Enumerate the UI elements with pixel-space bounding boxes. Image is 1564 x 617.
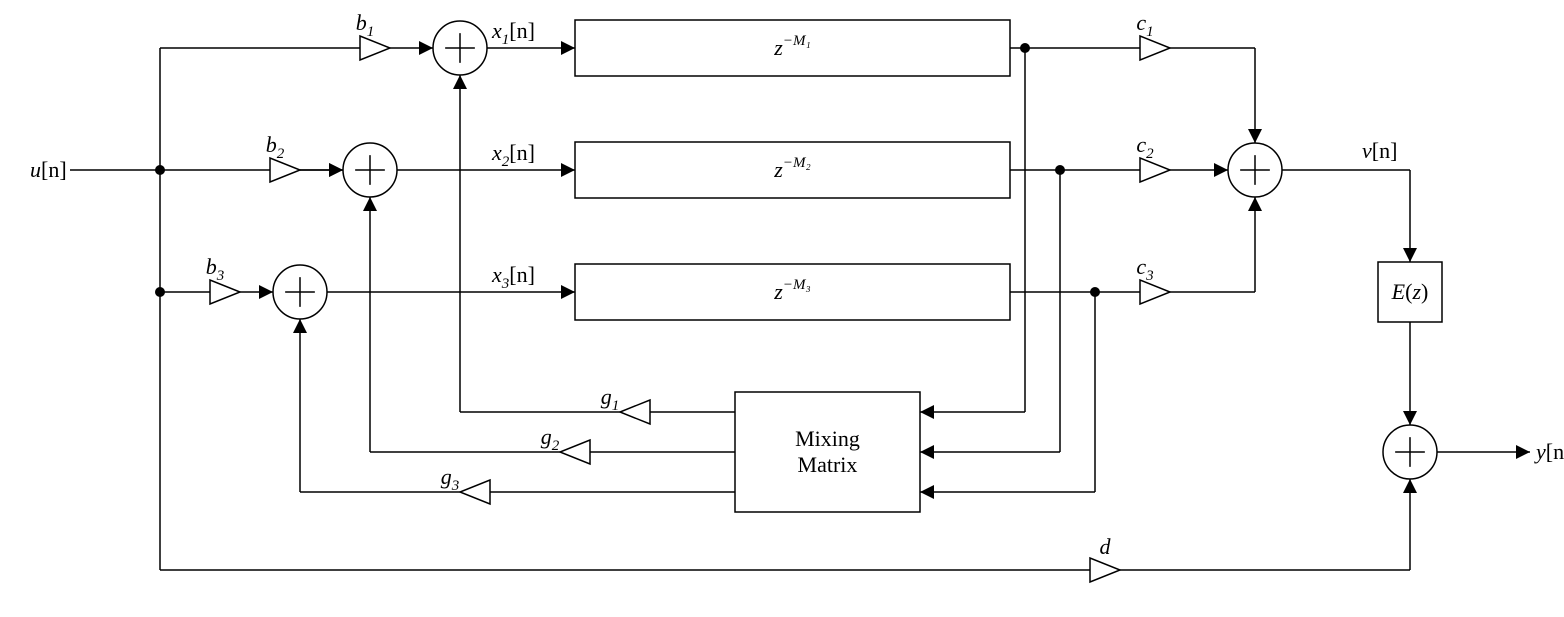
label-b3: b3	[206, 254, 225, 284]
arrowhead	[293, 319, 307, 333]
amp-g1	[620, 400, 650, 424]
label-g1: g1	[601, 384, 620, 414]
amp-d	[1090, 558, 1120, 582]
arrowhead	[1403, 248, 1417, 262]
amp-b2	[270, 158, 300, 182]
arrowhead	[1516, 445, 1530, 459]
amp-g3	[460, 480, 490, 504]
label-c2: c2	[1136, 132, 1154, 162]
label-b1: b1	[356, 10, 375, 40]
arrowhead	[1248, 197, 1262, 211]
arrowhead	[259, 285, 273, 299]
label-x2: x2[n]	[491, 140, 535, 170]
label-delay3: z−M₃	[773, 277, 810, 304]
arrowhead	[561, 163, 575, 177]
arrowhead	[920, 405, 934, 419]
label-v: v[n]	[1362, 138, 1397, 163]
arrowhead	[920, 485, 934, 499]
label-c3: c3	[1136, 254, 1153, 284]
label-c1: c1	[1136, 10, 1153, 40]
arrowhead	[363, 197, 377, 211]
arrowhead	[920, 445, 934, 459]
label-mixing-2: Matrix	[798, 452, 858, 477]
arrowhead	[561, 41, 575, 55]
label-delay1: z−M₁	[773, 33, 810, 60]
arrowhead	[1403, 411, 1417, 425]
amp-c1	[1140, 36, 1170, 60]
signal-flow-diagram: u[n] b1 b2 b3 x1[n] x2[n] x3[n] z−M₁ z−M₂ z−M₃ c1 c…	[0, 0, 1564, 617]
arrowhead	[1214, 163, 1228, 177]
label-output: y[n]	[1534, 439, 1564, 464]
amp-g2	[560, 440, 590, 464]
label-Ez: E(z)	[1391, 279, 1429, 304]
arrowhead	[329, 163, 343, 177]
label-mixing-1: Mixing	[795, 426, 860, 451]
amp-b3	[210, 280, 240, 304]
label-x3: x3[n]	[491, 262, 535, 292]
arrowhead	[561, 285, 575, 299]
amp-b1	[360, 36, 390, 60]
arrowhead	[419, 41, 433, 55]
arrowhead	[453, 75, 467, 89]
label-input: u[n]	[30, 157, 67, 182]
arrowhead	[1248, 129, 1262, 143]
amp-c2	[1140, 158, 1170, 182]
label-g3: g3	[441, 464, 460, 494]
label-delay2: z−M₂	[773, 155, 810, 182]
label-b2: b2	[266, 132, 285, 162]
label-x1: x1[n]	[491, 18, 535, 48]
label-g2: g2	[541, 424, 560, 454]
arrowhead	[1403, 479, 1417, 493]
label-d: d	[1100, 534, 1112, 559]
amp-c3	[1140, 280, 1170, 304]
